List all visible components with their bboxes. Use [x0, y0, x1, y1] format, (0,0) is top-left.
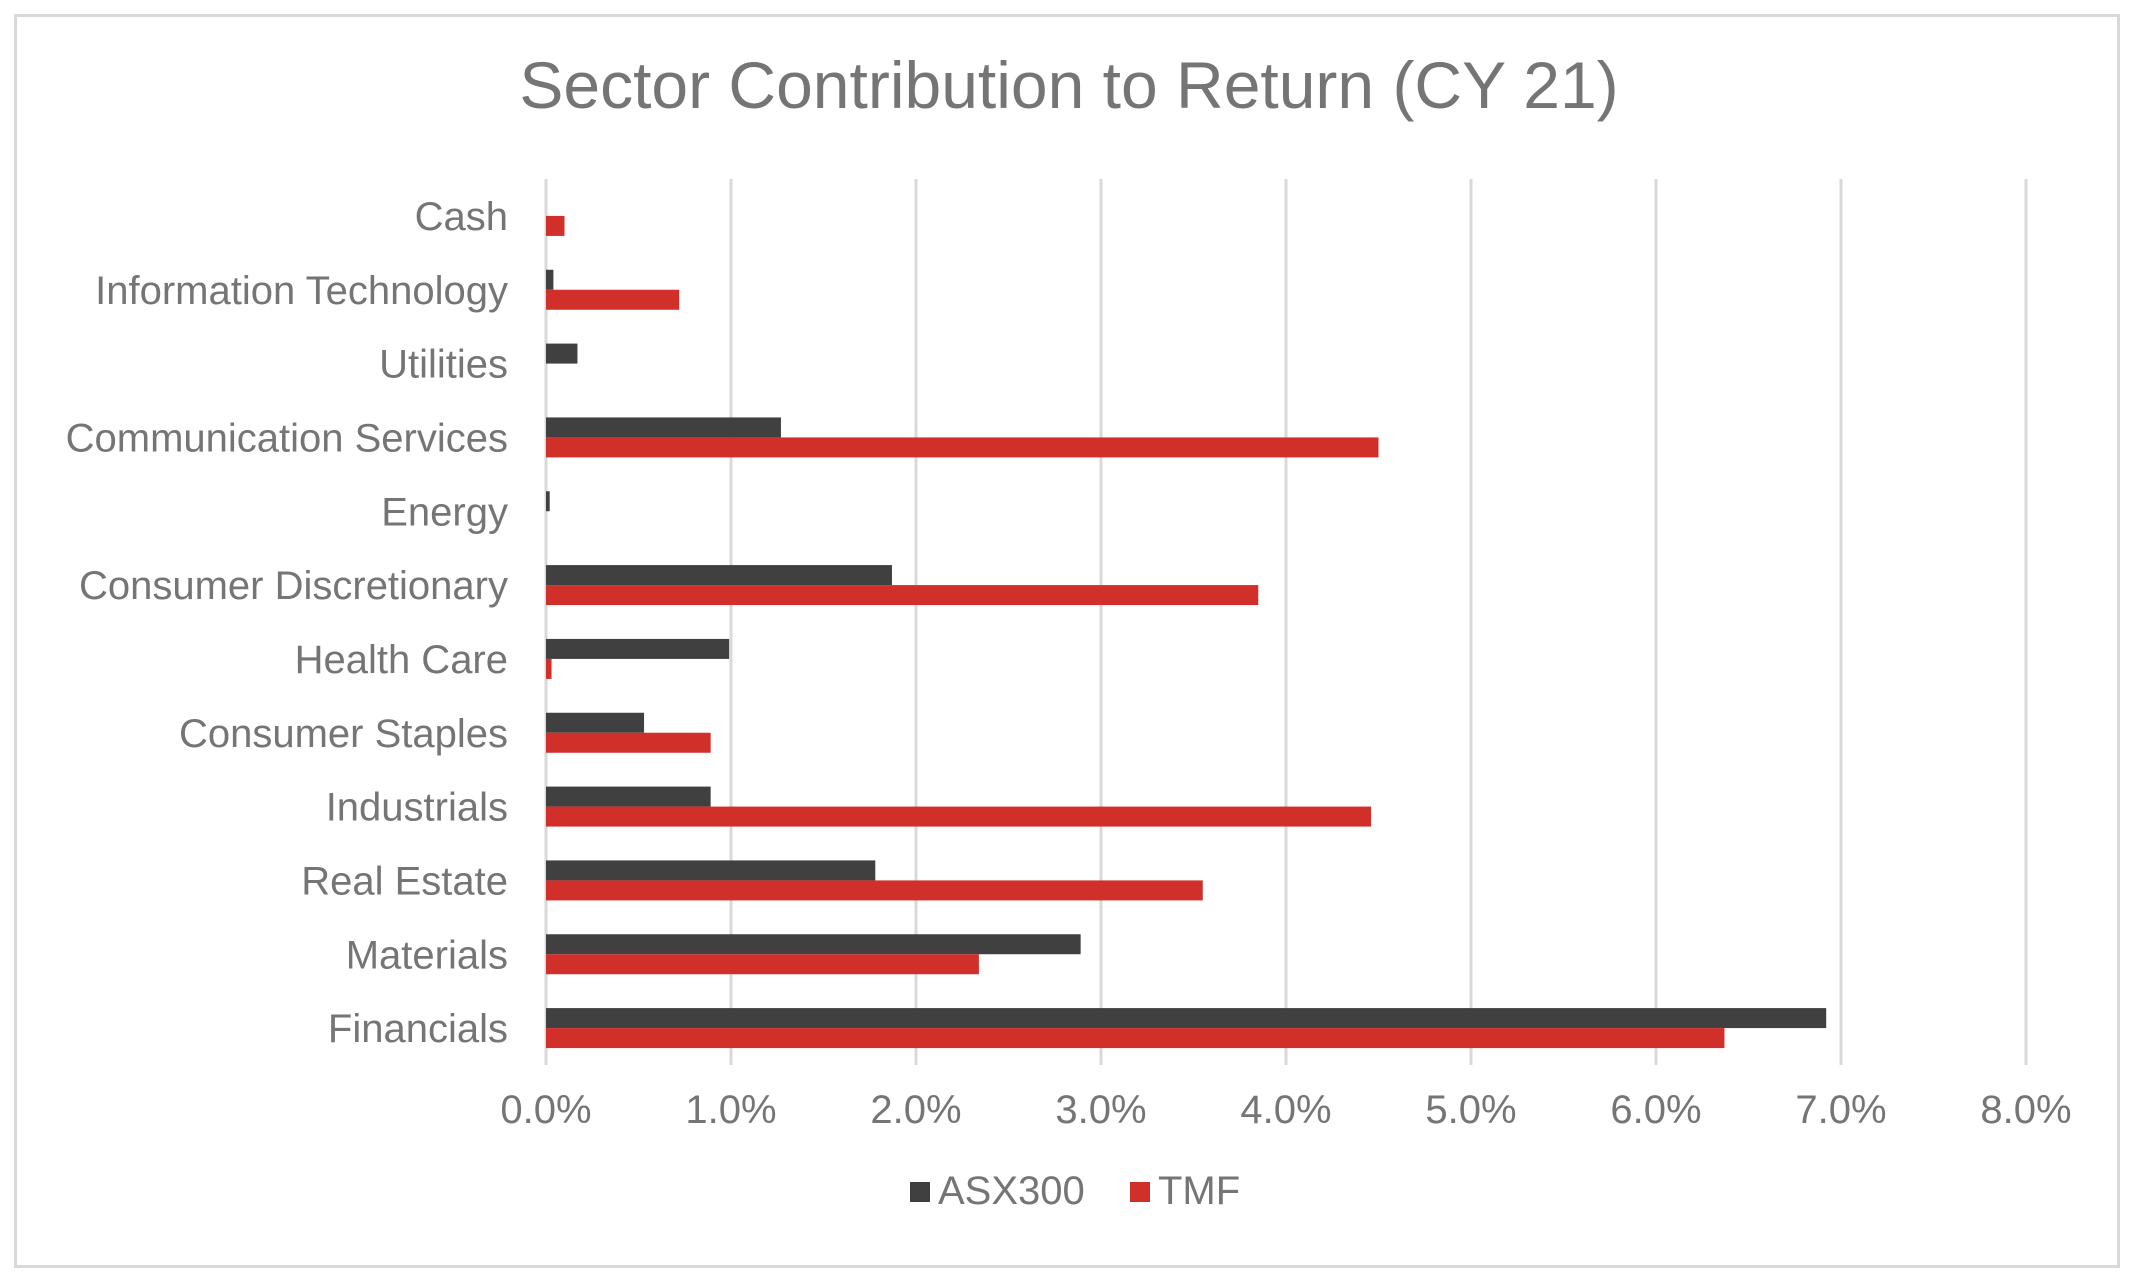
bar-asx300 — [546, 491, 550, 512]
bar-tmf — [546, 1028, 1725, 1049]
legend-swatch-asx300 — [910, 1182, 930, 1202]
category-label: Energy — [381, 490, 508, 534]
x-tick-label: 8.0% — [1980, 1088, 2071, 1132]
bar-asx300 — [546, 343, 578, 364]
chart-frame — [14, 14, 2120, 1268]
bar-tmf — [546, 732, 711, 753]
x-tick-label: 6.0% — [1610, 1088, 1701, 1132]
legend: ASX300 TMF — [910, 1169, 1240, 1213]
category-label: Industrials — [326, 786, 508, 830]
bar-asx300 — [546, 1008, 1827, 1029]
x-tick-label: 4.0% — [1240, 1088, 1331, 1132]
bar-asx300 — [546, 786, 711, 807]
legend-label-asx300: ASX300 — [938, 1169, 1085, 1213]
bar-layer — [546, 215, 1827, 1049]
bar-asx300 — [546, 565, 892, 586]
category-labels: Cash Information Technology Utilities Commu… — [66, 195, 508, 1051]
x-tick-label: 7.0% — [1795, 1088, 1886, 1132]
x-tick-label: 5.0% — [1425, 1088, 1516, 1132]
grid-layer — [544, 179, 2028, 1065]
bar-asx300 — [546, 638, 730, 659]
bar-asx300 — [546, 860, 876, 881]
bar-tmf — [546, 806, 1372, 827]
bar-tmf — [546, 289, 680, 310]
category-label: Consumer Discretionary — [79, 564, 508, 608]
x-tick-label: 1.0% — [685, 1088, 776, 1132]
category-label: Consumer Staples — [179, 712, 508, 756]
category-label: Cash — [415, 195, 508, 239]
legend-label-tmf: TMF — [1158, 1169, 1240, 1213]
category-label: Health Care — [295, 638, 508, 682]
x-tick-label: 3.0% — [1055, 1088, 1146, 1132]
bar-asx300 — [546, 269, 554, 290]
bar-tmf — [546, 437, 1379, 458]
x-tick-label: 0.0% — [500, 1088, 591, 1132]
category-label: Communication Services — [66, 416, 508, 460]
category-label: Materials — [346, 933, 508, 977]
category-label: Real Estate — [301, 859, 508, 903]
bar-asx300 — [546, 934, 1081, 955]
category-label: Information Technology — [95, 269, 508, 313]
bar-asx300 — [546, 712, 645, 733]
x-tick-label: 2.0% — [870, 1088, 961, 1132]
legend-swatch-tmf — [1130, 1182, 1150, 1202]
bar-tmf — [546, 880, 1203, 901]
bar-tmf — [546, 215, 565, 236]
bar-tmf — [546, 585, 1259, 606]
bar-tmf — [546, 658, 552, 679]
bar-asx300 — [546, 417, 781, 438]
tick-labels: 0.0% 1.0% 2.0% 3.0% 4.0% 5.0% 6.0% 7.0% 8.0% — [500, 1088, 2071, 1132]
bar-tmf — [546, 954, 979, 975]
category-label: Utilities — [379, 343, 508, 387]
chart-title: Sector Contribution to Return (CY 21) — [519, 48, 1618, 122]
category-label: Financials — [328, 1007, 508, 1051]
